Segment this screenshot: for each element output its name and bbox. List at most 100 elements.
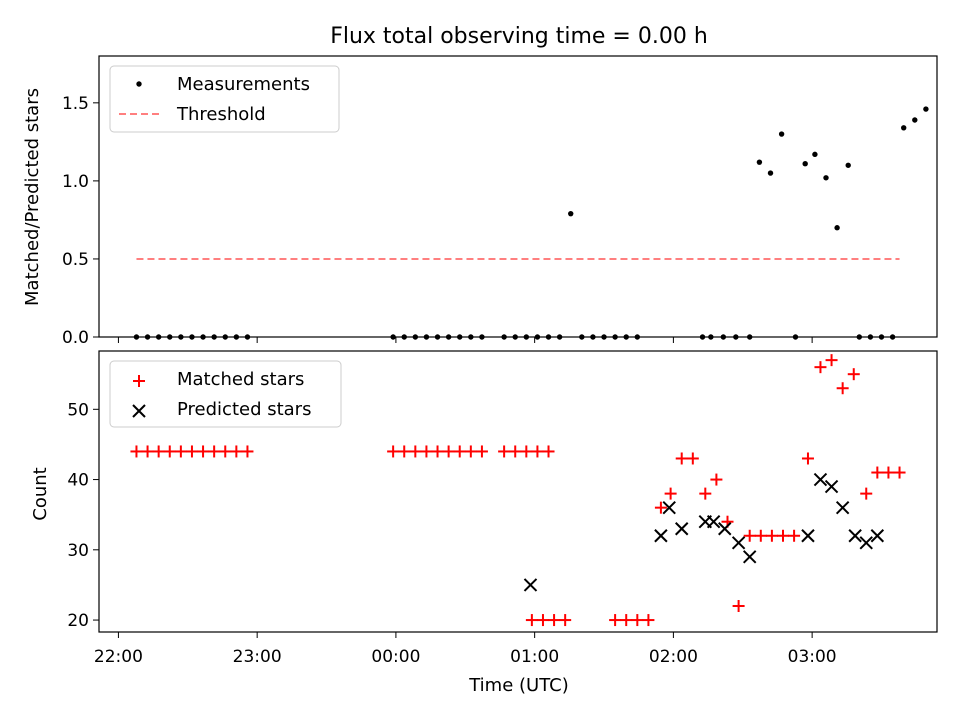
x-tick-label: 01:00 — [510, 647, 559, 667]
matched-star-point — [642, 614, 655, 627]
top-y-axis-label: Matched/Predicted stars — [22, 88, 43, 306]
matched-star-point — [531, 445, 544, 458]
matched-star-point — [420, 445, 433, 458]
predicted-star-point — [662, 500, 676, 515]
matched-star-point — [609, 614, 622, 627]
matched-star-point — [754, 529, 767, 542]
measurement-point — [778, 131, 785, 137]
matched-star-point — [174, 445, 187, 458]
matched-star-point — [453, 445, 466, 458]
legend-threshold-label: Threshold — [176, 104, 266, 125]
predicted-star-point — [824, 479, 839, 494]
matched-star-point — [464, 445, 477, 458]
measurement-point — [802, 161, 808, 167]
matched-star-point — [686, 452, 699, 465]
legend-matched-label: Matched stars — [177, 369, 304, 390]
matched-star-point — [141, 445, 154, 458]
legend-predicted-label: Predicted stars — [177, 399, 311, 420]
x-tick-label: 00:00 — [371, 647, 420, 667]
measurement-point — [812, 151, 818, 158]
matched-star-point — [814, 361, 827, 374]
matched-star-point — [664, 487, 677, 500]
matched-star-point — [710, 473, 723, 486]
bottom-legend: Matched stars Predicted stars — [109, 360, 342, 428]
matched-star-point — [542, 445, 555, 458]
x-tick-label: 03:00 — [788, 647, 837, 667]
measurement-point — [912, 117, 918, 123]
top-legend: Measurements Threshold — [109, 65, 340, 133]
predicted-star-point — [742, 550, 757, 564]
matched-star-point — [860, 487, 873, 500]
matched-star-point — [520, 445, 533, 458]
predicted-star-point — [731, 536, 746, 550]
matched-star-point — [825, 354, 838, 367]
matched-star-point — [163, 445, 176, 458]
chart-title: Flux total observing time = 0.00 h — [330, 24, 708, 49]
x-tick-label: 02:00 — [649, 647, 698, 667]
predicted-star-point — [801, 529, 815, 543]
x-tick-label: 23:00 — [233, 647, 282, 667]
measurement-point — [901, 125, 907, 131]
x-tick-label: 22:00 — [94, 647, 143, 667]
matched-star-point — [498, 445, 511, 458]
matched-star-point — [509, 445, 522, 458]
bottom-plot-area — [130, 354, 906, 627]
predicted-star-point — [706, 515, 721, 529]
bottom-x-ticks: 22:00 23:00 00:00 01:00 02:00 03:00 — [94, 632, 837, 667]
matched-star-point — [130, 445, 143, 458]
matched-star-point — [387, 445, 400, 458]
matched-star-point — [882, 466, 895, 479]
matched-star-point — [208, 445, 221, 458]
predicted-star-point — [718, 522, 732, 536]
matched-star-point — [893, 466, 906, 479]
matched-star-point — [398, 445, 411, 458]
top-y-tick-label: 1.5 — [62, 94, 89, 114]
matched-star-point — [185, 445, 198, 458]
legend-matched-marker — [133, 375, 145, 387]
matched-star-point — [152, 445, 165, 458]
matched-star-point — [847, 368, 860, 381]
measurement-point — [767, 170, 774, 176]
bottom-y-ticks: 20 30 40 50 — [67, 400, 99, 631]
bottom-y-tick-label: 40 — [67, 471, 89, 491]
predicted-star-point — [870, 529, 885, 543]
matched-star-point — [699, 487, 712, 500]
legend-predicted-marker — [132, 404, 146, 418]
matched-star-point — [241, 445, 254, 458]
predicted-star-point — [523, 578, 538, 592]
bottom-y-tick-label: 30 — [67, 541, 89, 561]
bottom-y-tick-label: 50 — [67, 400, 89, 420]
matched-star-point — [654, 501, 667, 514]
top-x-ticks — [117, 337, 813, 343]
matched-star-point — [801, 452, 814, 465]
matched-star-point — [431, 445, 444, 458]
matched-star-point — [836, 382, 849, 395]
top-y-ticks: 0.0 0.5 1.0 1.5 — [62, 94, 99, 348]
matched-star-point — [197, 445, 210, 458]
matched-star-point — [620, 614, 633, 627]
predicted-star-point — [675, 522, 689, 536]
predicted-star-point — [848, 529, 862, 543]
matched-star-point — [442, 445, 455, 458]
matched-star-point — [475, 445, 488, 458]
legend-measurements-marker — [136, 81, 142, 87]
matched-star-point — [871, 466, 884, 479]
top-y-tick-label: 1.0 — [62, 172, 89, 192]
measurement-point — [568, 210, 574, 217]
predicted-star-point — [835, 500, 850, 515]
x-axis-label: Time (UTC) — [468, 675, 569, 696]
predicted-star-point — [654, 529, 668, 543]
predicted-star-point — [859, 536, 873, 550]
matched-star-point — [788, 529, 801, 542]
top-panel: 0.0 0.5 1.0 1.5 Matched/Predicted stars Mea… — [22, 55, 938, 348]
measurement-point — [823, 175, 829, 181]
matched-star-point — [732, 600, 745, 613]
measurement-point — [756, 159, 763, 165]
matched-star-point — [409, 445, 422, 458]
matched-star-point — [776, 529, 789, 542]
matched-star-point — [559, 614, 572, 627]
top-y-tick-label: 0.5 — [62, 250, 89, 270]
measurement-point — [845, 162, 851, 168]
